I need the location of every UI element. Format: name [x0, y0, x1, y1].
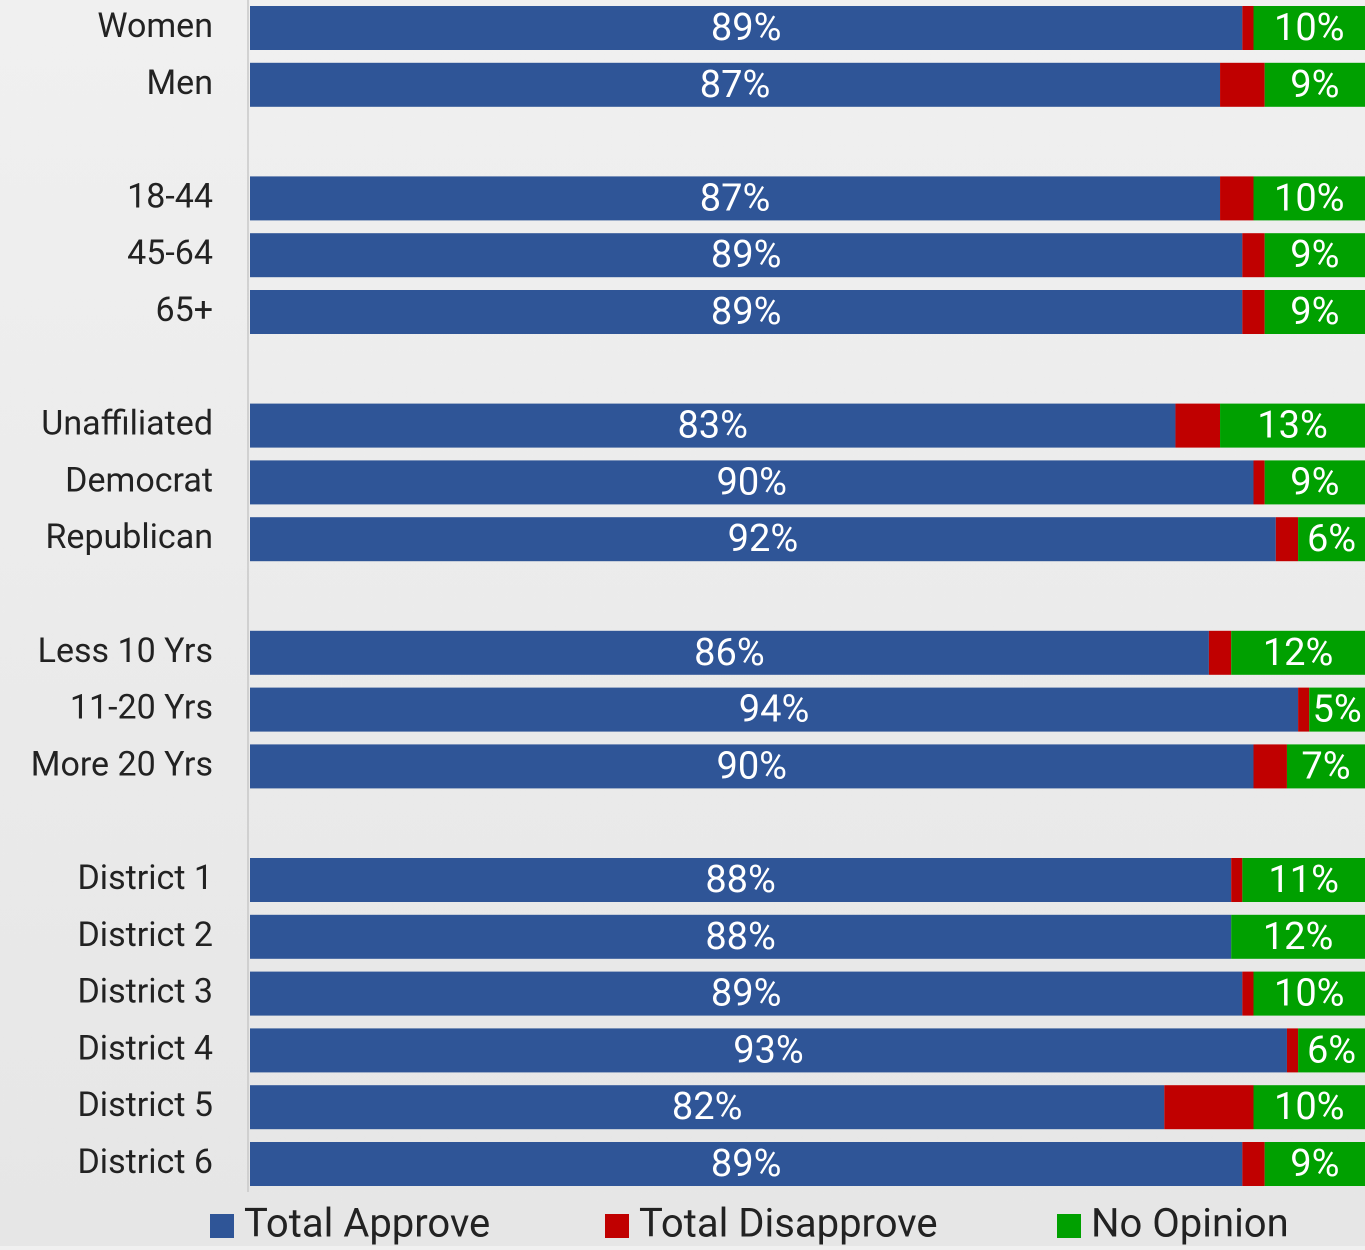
- data-label: 89%: [711, 972, 782, 1016]
- category-label: More 20 Yrs: [31, 744, 213, 784]
- bar-segment: [1276, 517, 1298, 561]
- bar-segment: [1220, 176, 1253, 220]
- bar-segment: [1242, 972, 1253, 1016]
- category-label: District 3: [77, 972, 213, 1012]
- data-label: 10%: [1274, 972, 1345, 1016]
- data-label: 88%: [705, 915, 776, 959]
- bar-segment: [1254, 460, 1265, 504]
- data-label: 11%: [1268, 858, 1339, 902]
- bar-segment: [1164, 1085, 1253, 1129]
- bar-segment: [1220, 63, 1265, 107]
- bar-segment: [1242, 290, 1264, 334]
- bar-segment: [1254, 744, 1287, 788]
- category-label: 65+: [155, 290, 213, 330]
- category-label: Unaffiliated: [41, 404, 213, 444]
- data-label: 5%: [1313, 688, 1362, 732]
- data-label: 88%: [705, 858, 776, 902]
- bar-segment: [1287, 1028, 1298, 1072]
- legend-label: Total Approve: [244, 1200, 490, 1246]
- category-label: Republican: [45, 517, 213, 557]
- legend-label: Total Disapprove: [639, 1200, 938, 1246]
- data-label: 9%: [1290, 233, 1339, 277]
- data-label: 6%: [1307, 1028, 1356, 1072]
- data-label: 89%: [711, 1142, 782, 1186]
- legend-swatch: [210, 1214, 234, 1238]
- data-label: 13%: [1257, 404, 1328, 448]
- bar-segment: [1298, 688, 1309, 732]
- data-label: 83%: [677, 404, 748, 448]
- bar-segment: [1242, 233, 1264, 277]
- data-label: 9%: [1290, 63, 1339, 107]
- data-label: 10%: [1274, 6, 1345, 50]
- category-label: Less 10 Yrs: [38, 631, 213, 671]
- data-label: 87%: [700, 63, 771, 107]
- data-label: 92%: [728, 517, 799, 561]
- data-label: 10%: [1274, 1085, 1345, 1129]
- category-label: 18-44: [127, 176, 213, 216]
- data-label: 9%: [1290, 290, 1339, 334]
- data-label: 90%: [716, 460, 787, 504]
- category-label: District 6: [77, 1142, 213, 1182]
- category-label: District 1: [77, 858, 213, 898]
- data-label: 94%: [739, 688, 810, 732]
- category-label: 45-64: [127, 233, 213, 273]
- category-label: 11-20 Yrs: [70, 688, 213, 728]
- data-label: 86%: [694, 631, 765, 675]
- data-label: 89%: [711, 6, 782, 50]
- data-label: 90%: [716, 744, 787, 788]
- bar-segment: [1175, 404, 1220, 448]
- data-label: 12%: [1263, 915, 1334, 959]
- data-label: 89%: [711, 290, 782, 334]
- category-label: Democrat: [65, 460, 213, 500]
- category-label: District 4: [77, 1028, 213, 1068]
- legend-swatch: [605, 1214, 629, 1238]
- bar-segment: [1209, 631, 1231, 675]
- data-label: 6%: [1307, 517, 1356, 561]
- bar-segment: [1242, 1142, 1264, 1186]
- data-label: 89%: [711, 233, 782, 277]
- legend-label: No Opinion: [1091, 1200, 1289, 1246]
- data-label: 12%: [1263, 631, 1334, 675]
- category-label: Women: [97, 6, 213, 46]
- bar-segment: [1242, 6, 1253, 50]
- category-label: District 5: [77, 1085, 213, 1125]
- data-label: 7%: [1301, 744, 1350, 788]
- data-label: 87%: [700, 176, 771, 220]
- data-label: 9%: [1290, 460, 1339, 504]
- bar-segment: [1231, 858, 1242, 902]
- category-label: Men: [147, 63, 214, 103]
- category-label: District 2: [77, 915, 213, 955]
- legend-swatch: [1057, 1214, 1081, 1238]
- data-label: 82%: [672, 1085, 743, 1129]
- data-label: 9%: [1290, 1142, 1339, 1186]
- data-label: 10%: [1274, 176, 1345, 220]
- data-label: 93%: [733, 1028, 804, 1072]
